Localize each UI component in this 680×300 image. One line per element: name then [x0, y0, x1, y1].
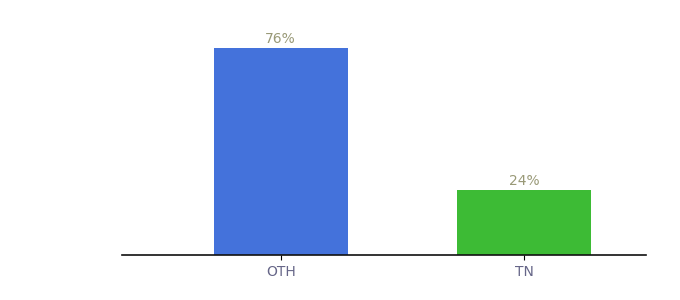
Bar [457, 190, 591, 255]
Text: 24%: 24% [509, 174, 539, 188]
Bar [214, 49, 347, 255]
Text: 76%: 76% [265, 32, 296, 46]
